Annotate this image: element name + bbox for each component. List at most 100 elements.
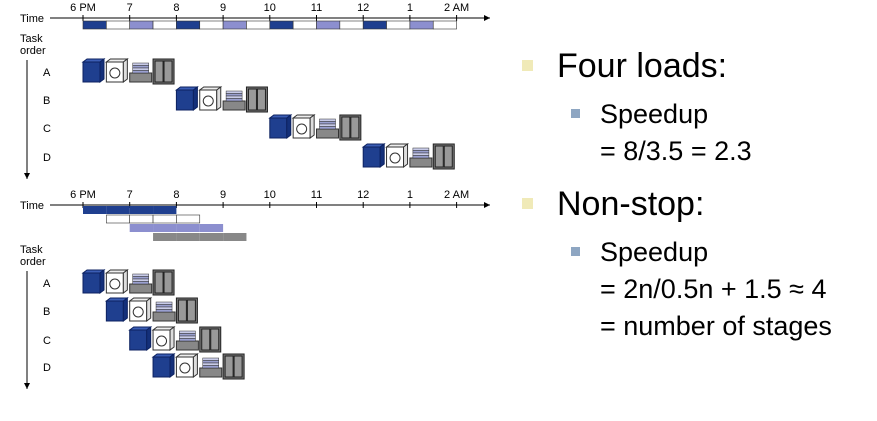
folder-table <box>316 128 339 139</box>
washer-side <box>99 58 105 83</box>
sub-bullet-text: = 8/3.5 = 2.3 <box>600 136 752 166</box>
folder-icon <box>316 118 339 139</box>
stage-slot <box>106 206 130 214</box>
dryer-icon <box>151 326 176 351</box>
folded-clothes <box>179 333 196 337</box>
stage-slot <box>223 233 247 241</box>
folder-icon <box>199 357 223 378</box>
closet-door-l <box>434 145 444 168</box>
bullet-marker <box>522 60 533 71</box>
time-tick-label: 2 AM <box>444 2 469 14</box>
dryer-door <box>389 152 401 164</box>
folded-clothes <box>132 278 149 282</box>
closet-door-l <box>154 60 164 83</box>
folder-icon <box>222 90 246 111</box>
washer-body <box>362 146 381 168</box>
time-slot <box>432 20 457 30</box>
stage-slot <box>199 224 224 232</box>
closet-door-r <box>163 271 173 294</box>
closet-icon <box>245 86 268 113</box>
folded-clothes <box>202 365 219 369</box>
folded-clothes <box>319 121 336 125</box>
folded-clothes <box>225 93 243 97</box>
folded-clothes <box>132 276 149 280</box>
folded-clothes <box>179 338 196 342</box>
stage-slot <box>129 214 154 224</box>
task-order-label: Task <box>20 33 43 45</box>
folded-clothes <box>132 273 149 277</box>
time-tick-label: 1 <box>407 189 413 201</box>
time-tick-label: 1 <box>407 2 413 14</box>
time-slot <box>316 20 341 30</box>
sub-bullet-text: = number of stages <box>600 311 832 341</box>
folded-clothes <box>132 65 149 69</box>
time-slot <box>409 20 434 30</box>
closet-icon <box>339 114 362 141</box>
washer-side <box>192 86 198 111</box>
washer-icon <box>128 326 153 351</box>
folded-clothes <box>179 330 196 334</box>
stage-slot <box>129 206 154 214</box>
time-tick-label: 7 <box>127 189 133 201</box>
dryer-side <box>122 269 128 294</box>
washer-icon <box>174 86 199 111</box>
closet-icon <box>432 143 455 170</box>
dryer-side <box>146 297 152 322</box>
dryer-icon <box>104 58 129 83</box>
time-slot <box>246 20 271 30</box>
time-tick-label: 10 <box>264 2 276 14</box>
sub-bullet-marker <box>571 247 580 256</box>
closet-door-r <box>443 145 453 168</box>
time-slot <box>152 20 177 30</box>
folded-clothes <box>202 362 219 366</box>
washer-body <box>105 300 124 322</box>
task-label: D <box>43 362 51 374</box>
dryer-icon <box>385 143 410 168</box>
folded-clothes <box>155 301 173 305</box>
closet-icon <box>152 269 175 296</box>
closet-door-r <box>233 355 243 378</box>
task-label: B <box>43 95 50 107</box>
time-tick-label: 7 <box>127 2 133 14</box>
washer-body <box>82 61 101 83</box>
time-slot <box>199 20 224 30</box>
folder-icon <box>129 62 153 83</box>
folded-clothes <box>412 150 430 154</box>
sub-bullet-marker <box>571 109 580 118</box>
folded-clothes <box>225 95 243 99</box>
dryer-icon <box>291 114 316 139</box>
time-label: Time <box>20 200 44 212</box>
stage-slot <box>106 214 130 224</box>
dryer-side <box>309 114 315 139</box>
task-label: B <box>43 306 50 318</box>
folded-clothes <box>202 357 219 361</box>
stage-slot <box>153 206 177 214</box>
dryer-door <box>156 335 168 347</box>
dryer-side <box>192 353 198 378</box>
folder-table <box>199 367 223 378</box>
washer-side <box>286 114 292 139</box>
task-label: A <box>43 278 51 290</box>
folded-clothes <box>132 62 149 66</box>
folded-clothes <box>202 360 219 364</box>
folder-icon <box>409 147 433 168</box>
folded-clothes <box>225 98 243 102</box>
washer-body <box>175 89 194 111</box>
folder-table <box>129 283 153 294</box>
folded-clothes <box>319 123 336 127</box>
washer-icon <box>268 114 293 139</box>
folder-icon <box>129 273 153 294</box>
time-tick-label: 8 <box>173 189 179 201</box>
closet-door-r <box>210 328 220 351</box>
folder-table <box>129 72 153 83</box>
task-label: D <box>43 152 51 164</box>
time-slot <box>82 20 107 30</box>
time-tick-label: 11 <box>311 2 322 14</box>
time-tick-label: 6 PM <box>70 189 96 201</box>
washer-body <box>129 329 148 351</box>
dryer-icon <box>128 297 153 322</box>
time-tick-label: 10 <box>264 189 276 201</box>
folded-clothes <box>412 152 430 156</box>
time-tick-label: 9 <box>220 2 226 14</box>
time-tick-label: 12 <box>357 189 369 201</box>
